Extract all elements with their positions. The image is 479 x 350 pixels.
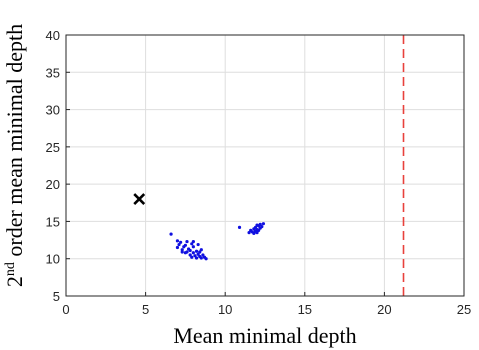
data-point [258, 222, 262, 227]
data-point [204, 257, 208, 261]
data-point [183, 243, 187, 247]
data-point [179, 240, 183, 244]
data-point [177, 242, 181, 247]
x-tick-label: 10 [218, 302, 232, 317]
highlight-marker-layer [133, 193, 146, 205]
data-point [191, 245, 195, 249]
data-point [188, 253, 192, 257]
data-point [190, 255, 194, 259]
data-point [180, 248, 184, 252]
y-axis-label-suffix: order mean minimal depth [2, 24, 27, 262]
x-tick-label: 5 [142, 302, 149, 317]
x-axis-label: Mean minimal depth [173, 323, 356, 348]
y-tick-label: 35 [46, 65, 60, 80]
y-tick-label: 25 [46, 140, 60, 155]
data-point [193, 254, 197, 258]
y-tick-label: 15 [46, 214, 60, 229]
data-point [199, 256, 203, 260]
y-tick-label: 40 [46, 28, 60, 43]
data-point [185, 239, 189, 244]
data-point [191, 239, 195, 244]
x-tick-label: 25 [457, 302, 471, 317]
data-point [252, 231, 256, 235]
y-tick-label: 10 [46, 252, 60, 267]
y-tick-label: 20 [46, 177, 60, 192]
data-point [191, 251, 195, 255]
data-point [255, 223, 259, 227]
y-tick-label: 30 [46, 103, 60, 118]
plot-frame [65, 34, 465, 297]
data-point [198, 250, 202, 254]
data-point [190, 242, 194, 246]
x-tick-label: 20 [377, 302, 391, 317]
data-point [196, 252, 200, 256]
data-point [247, 231, 251, 235]
data-points [169, 222, 266, 261]
data-point [257, 228, 261, 232]
data-point [194, 256, 199, 260]
data-point [260, 225, 264, 229]
data-point [194, 249, 199, 253]
y-tick-label: 5 [53, 289, 60, 304]
data-point [255, 231, 259, 235]
y-axis-label: 2nd order mean minimal depth [2, 24, 27, 287]
x-tick-labels: 0 5 10 15 20 25 [62, 292, 471, 317]
y-axis-label-superscript: nd [3, 262, 18, 276]
data-point [199, 248, 203, 252]
x-marker [133, 193, 146, 205]
data-point [253, 225, 258, 229]
data-point [261, 222, 266, 226]
data-point [180, 250, 184, 254]
data-point [201, 253, 205, 257]
data-point [237, 225, 242, 229]
data-point [188, 248, 192, 253]
x-tick-label: 15 [298, 302, 312, 317]
data-point [169, 232, 173, 236]
data-point [175, 245, 180, 250]
data-point [175, 239, 180, 243]
y-tick-labels: 5 10 15 20 25 30 35 40 [46, 28, 70, 304]
data-point [185, 250, 189, 254]
data-point [196, 242, 200, 247]
y-axis-label-prefix: 2 [2, 276, 27, 287]
x-tick-label: 0 [62, 302, 69, 317]
